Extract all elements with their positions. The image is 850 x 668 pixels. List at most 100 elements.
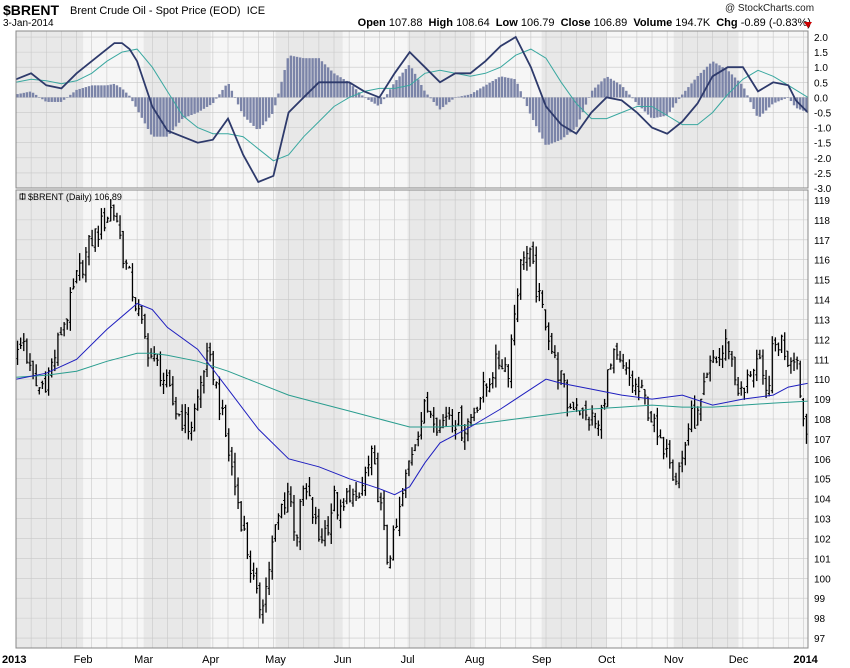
price-bar — [519, 258, 523, 300]
macd-histogram-bar — [780, 97, 783, 101]
macd-histogram-bar — [786, 97, 790, 98]
price-bar — [217, 376, 221, 421]
macd-histogram-bar — [308, 58, 311, 98]
macd-histogram-bar — [97, 85, 100, 98]
price-tick-label: 103 — [814, 515, 831, 526]
price-bar — [637, 376, 641, 401]
macd-histogram-bar — [174, 97, 178, 127]
macd-histogram-bar — [78, 88, 81, 98]
macd-histogram-bar — [202, 97, 206, 109]
macd-histogram-bar — [261, 97, 265, 126]
macd-histogram-bar — [466, 94, 470, 98]
price-bar — [767, 375, 771, 397]
price-bar — [398, 496, 402, 537]
price-bar — [624, 362, 628, 375]
price-bar — [270, 535, 274, 580]
price-bar — [509, 334, 513, 389]
chg-label: Chg — [716, 17, 738, 29]
price-bar — [733, 356, 737, 386]
macd-histogram-bar — [662, 97, 665, 117]
price-bar — [457, 412, 461, 426]
macd-histogram-bar — [432, 97, 435, 102]
macd-histogram-bar — [146, 97, 150, 129]
price-bar — [25, 338, 29, 364]
price-bar — [354, 482, 358, 501]
macd-histogram-bar — [463, 95, 466, 98]
macd-histogram-bar — [609, 78, 612, 98]
macd-histogram-bar — [59, 97, 63, 102]
price-bar — [180, 404, 184, 431]
instrument-description: Brent Crude Oil - Spot Price (EOD) — [70, 5, 241, 17]
macd-histogram-bar — [600, 81, 603, 98]
price-bar — [286, 482, 290, 513]
price-bar — [466, 418, 470, 442]
macd-histogram-bar — [451, 97, 454, 100]
price-bar — [727, 341, 731, 360]
price-bar — [783, 332, 787, 361]
macd-histogram-bar — [510, 78, 513, 98]
macd-histogram-bar — [535, 97, 538, 127]
price-bar — [62, 322, 66, 337]
price-bar — [786, 350, 790, 368]
macd-histogram-bar — [199, 97, 202, 111]
macd-histogram-bar — [541, 97, 544, 139]
price-bar — [168, 369, 172, 387]
price-bar — [298, 499, 302, 551]
price-bar — [599, 404, 603, 439]
macd-histogram-bar — [271, 97, 274, 114]
price-bar — [562, 373, 566, 388]
macd-histogram-bar — [789, 97, 793, 102]
macd-histogram-bar — [292, 56, 296, 98]
macd-histogram-bar — [690, 83, 693, 98]
x-tick-label: 2013 — [2, 654, 26, 666]
macd-histogram-bar — [715, 63, 718, 98]
macd-histogram-bar — [302, 58, 305, 98]
macd-histogram-bar — [774, 97, 777, 103]
price-bar — [547, 322, 551, 351]
price-bar — [373, 445, 377, 465]
price-bar — [379, 492, 383, 511]
macd-histogram-bar — [503, 77, 507, 98]
macd-histogram-bar — [348, 83, 352, 98]
macd-histogram-bar — [519, 91, 522, 98]
x-tick-label: Dec — [729, 654, 749, 666]
price-tick-label: 101 — [814, 554, 831, 565]
macd-histogram-bar — [749, 97, 752, 103]
macd-histogram-bar — [227, 83, 230, 98]
price-bar — [724, 329, 728, 361]
macd-histogram-bar — [305, 58, 308, 98]
price-bar — [103, 207, 107, 232]
price-bar — [662, 436, 666, 460]
macd-histogram-bar — [618, 84, 622, 98]
price-bar — [367, 455, 371, 477]
macd-histogram-bar — [479, 88, 482, 98]
price-bar — [497, 350, 501, 370]
price-bar — [506, 364, 510, 388]
chg-value: -0.89 (-0.83%) — [740, 17, 811, 29]
macd-histogram-bar — [333, 73, 336, 98]
price-bar — [752, 368, 756, 388]
macd-histogram-bar — [578, 97, 581, 120]
macd-histogram-bar — [444, 97, 448, 105]
macd-histogram-bar — [115, 85, 119, 98]
macd-histogram-bar — [339, 77, 342, 98]
price-bar — [683, 441, 687, 466]
macd-histogram-bar — [572, 97, 575, 130]
price-bar — [795, 356, 799, 370]
macd-histogram-bar — [736, 80, 740, 98]
price-legend-label: $BRENT (Daily) 106.89 — [28, 192, 122, 202]
macd-histogram-bar — [19, 93, 22, 98]
macd-histogram-bar — [538, 97, 541, 133]
price-bar — [183, 404, 187, 434]
price-bar — [615, 342, 619, 360]
macd-histogram-bar — [764, 97, 768, 111]
price-bar — [317, 508, 321, 542]
macd-histogram-bar — [298, 57, 302, 98]
macd-histogram-bar — [758, 97, 762, 117]
macd-histogram-bar — [597, 84, 600, 98]
price-bar — [382, 490, 386, 531]
macd-histogram-bar — [66, 97, 69, 98]
macd-histogram-bar — [767, 97, 771, 108]
macd-histogram-bar — [562, 97, 566, 138]
price-bar — [780, 334, 784, 353]
